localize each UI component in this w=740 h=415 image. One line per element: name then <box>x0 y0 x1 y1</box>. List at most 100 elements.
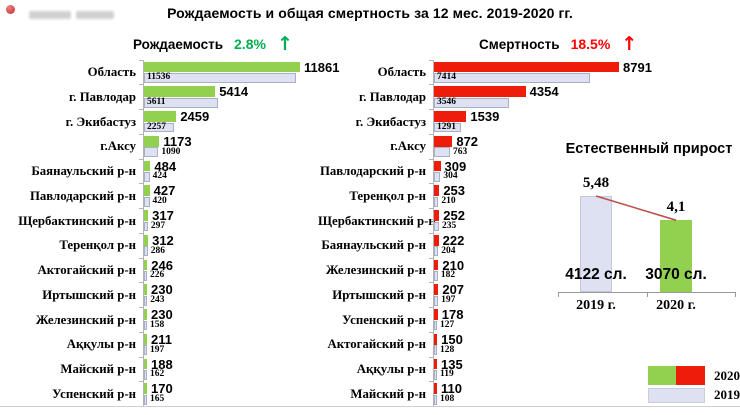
bar-2020 <box>144 86 216 98</box>
category-row: Теренқол р-н 253 210 <box>318 183 740 209</box>
bar-2020 <box>434 259 439 271</box>
category-label: Иртышский р-н <box>332 287 426 302</box>
bar-track: 150 128 <box>429 331 740 357</box>
category-label: Железинский р-н <box>325 263 426 277</box>
value-2020: 11861 <box>304 59 340 75</box>
bar-track: 1173 1090 <box>139 133 358 159</box>
bar-track: 135 119 <box>429 356 740 382</box>
bar-track: 317 297 <box>139 208 358 234</box>
bar-2020 <box>434 284 439 296</box>
value-2019: 226 <box>150 270 165 281</box>
bar-track: 253 210 <box>429 183 740 209</box>
bar-2019 <box>434 172 441 182</box>
bar-track: 230 243 <box>139 282 358 308</box>
category-label: Майский р-н <box>350 386 426 401</box>
value-2020: 427 <box>153 183 176 199</box>
category-label: г. Экибастуз <box>65 114 136 129</box>
legend-item-2019: 2019 <box>648 387 740 403</box>
value-2020: 317 <box>152 208 174 223</box>
category-row: Иртышский р-н 207 197 <box>318 282 740 308</box>
bar-2019 <box>144 295 148 306</box>
value-2019: 763 <box>453 146 468 157</box>
bar-track: 170 165 <box>139 381 358 407</box>
bar-2019 <box>144 122 174 133</box>
bar-2020 <box>434 234 439 246</box>
value-2020: 246 <box>151 257 173 273</box>
category-label: Теренқол р-н <box>59 238 136 253</box>
bar-2020 <box>434 61 619 73</box>
deaths-chart-header: Смертность 18.5% ↑ <box>479 35 637 54</box>
value-2019: 1291 <box>437 121 456 132</box>
value-2020: 484 <box>154 158 177 174</box>
category-label: г. Экибастуз <box>355 114 426 129</box>
category-row: г.Аксу 1173 1090 <box>0 133 358 159</box>
bar-2019 <box>434 271 438 281</box>
bar-2019 <box>144 196 150 207</box>
bar-2019 <box>434 196 439 207</box>
value-2019: 158 <box>150 319 165 330</box>
category-row: г. Павлодар 5414 5611 <box>0 84 358 110</box>
category-row: г.Аксу 872 763 <box>318 133 740 159</box>
value-2020: 1173 <box>163 133 192 149</box>
bar-2020 <box>144 259 148 271</box>
bar-2019 <box>144 221 148 232</box>
natural-bar-2020 <box>660 220 692 292</box>
value-2019: 182 <box>440 270 456 281</box>
category-row: Железинский р-н 210 182 <box>318 257 740 283</box>
category-label: Область <box>87 65 136 79</box>
bar-2019 <box>144 271 147 281</box>
value-2019: 235 <box>441 220 457 231</box>
value-2020: 211 <box>151 331 172 347</box>
bar-track: 230 158 <box>139 307 358 333</box>
value-2020: 253 <box>443 183 466 199</box>
legend-swatch-green-2020 <box>648 366 676 385</box>
bar-track: 207 197 <box>429 282 740 308</box>
bar-track: 309 304 <box>429 158 740 184</box>
natural-count-2020: 3070 сл. <box>645 266 707 283</box>
bar-track: 872 763 <box>429 133 740 159</box>
category-row: Щербактинский р-н 317 297 <box>0 208 358 234</box>
category-label: Успенский р-н <box>52 386 136 401</box>
bar-track: 1539 1291 <box>429 109 740 135</box>
value-2020: 230 <box>151 282 173 298</box>
bar-track: 11861 11536 <box>139 59 358 85</box>
bar-2020 <box>144 185 150 197</box>
births-chart-header: Рождаемость 2.8% ↑ <box>133 35 293 54</box>
deaths-chart-title: Смертность <box>479 36 560 52</box>
value-2019: 5611 <box>147 97 166 108</box>
bar-2020 <box>434 135 453 147</box>
value-2019: 11536 <box>147 72 171 83</box>
category-row: Щербактинский р-н 252 235 <box>318 208 740 234</box>
value-2020: 1539 <box>470 109 500 124</box>
bar-2020 <box>144 160 151 172</box>
value-2020: 135 <box>441 356 463 372</box>
value-2020: 222 <box>442 232 465 248</box>
natural-rate-2020: 4,1 <box>666 199 686 216</box>
value-2019: 424 <box>152 171 167 182</box>
value-2020: 230 <box>151 307 173 322</box>
category-label: Щербактинский р-н <box>318 213 436 228</box>
bar-track: 8791 7414 <box>429 59 740 85</box>
bar-track: 110 108 <box>429 381 740 407</box>
bar-2019 <box>144 345 147 356</box>
bar-2020 <box>144 135 160 147</box>
category-row: Павлодарский р-н 427 420 <box>0 183 358 209</box>
value-2019: 7414 <box>437 72 456 83</box>
category-row: Аққулы р-н 211 197 <box>0 331 358 357</box>
bar-track: 4354 3546 <box>429 84 740 110</box>
category-row: Майский р-н 188 162 <box>0 356 358 382</box>
bar-2019 <box>144 394 147 405</box>
bar-2019 <box>434 221 439 232</box>
value-2019: 108 <box>440 394 455 405</box>
category-label: Актогайский р-н <box>327 337 426 352</box>
natural-rate-2019: 5,48 <box>582 175 610 191</box>
bar-2019 <box>434 295 439 306</box>
bar-2019 <box>434 246 439 257</box>
bar-track: 5414 5611 <box>139 84 358 110</box>
value-2019: 162 <box>150 369 165 380</box>
bar-track: 178 127 <box>429 307 740 333</box>
value-2020: 178 <box>441 307 464 322</box>
category-label: Павлодарский р-н <box>319 164 426 178</box>
bar-2019 <box>434 394 437 405</box>
